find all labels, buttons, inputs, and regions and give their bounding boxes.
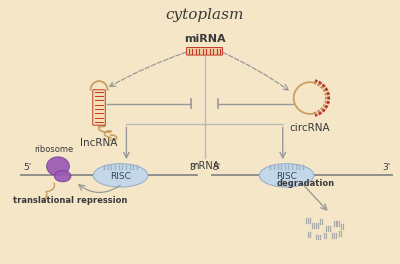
Ellipse shape (47, 157, 69, 176)
Text: translational repression: translational repression (12, 196, 127, 205)
Text: miRNA: miRNA (184, 34, 225, 44)
Text: 5': 5' (23, 163, 31, 172)
FancyBboxPatch shape (186, 48, 222, 55)
Text: RISC: RISC (276, 172, 297, 181)
Text: degradation: degradation (277, 179, 335, 188)
Text: 3': 3' (382, 163, 391, 172)
Text: RISC: RISC (110, 172, 131, 181)
FancyBboxPatch shape (93, 90, 105, 125)
Text: lncRNA: lncRNA (80, 138, 118, 148)
Text: 3': 3' (189, 163, 197, 172)
Text: ribosome: ribosome (34, 145, 74, 154)
Ellipse shape (93, 164, 148, 187)
Ellipse shape (54, 171, 71, 182)
Text: 5': 5' (212, 163, 221, 172)
Text: circRNA: circRNA (290, 122, 330, 133)
Ellipse shape (259, 164, 314, 187)
Text: mRNA: mRNA (189, 161, 220, 171)
Text: cytoplasm: cytoplasm (165, 8, 244, 22)
